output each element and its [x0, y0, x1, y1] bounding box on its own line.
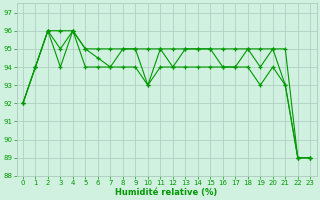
X-axis label: Humidité relative (%): Humidité relative (%)	[116, 188, 218, 197]
